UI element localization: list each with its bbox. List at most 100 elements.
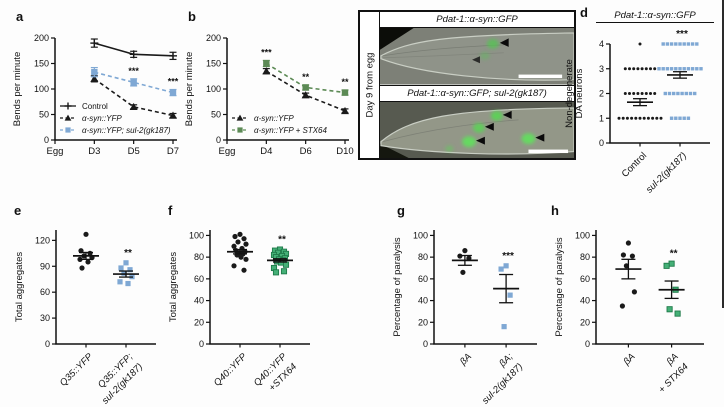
svg-text:0: 0 xyxy=(423,339,428,349)
gfp-spot xyxy=(473,122,485,133)
series-1 xyxy=(90,74,177,119)
svg-text:0: 0 xyxy=(216,135,221,145)
panel-a-label: a xyxy=(16,9,24,24)
panel-c-side-strip: Day 9 from egg xyxy=(360,12,380,158)
svg-text:40: 40 xyxy=(580,296,590,306)
group-1: **βA+ STX64 xyxy=(657,249,691,396)
gfp-spot xyxy=(462,135,477,147)
svg-text:Egg: Egg xyxy=(47,146,64,157)
svg-text:0: 0 xyxy=(599,138,604,148)
panel-c-side-label: Day 9 from egg xyxy=(364,52,375,118)
svg-text:D5: D5 xyxy=(128,146,140,157)
svg-text:D4: D4 xyxy=(260,146,272,157)
svg-text:**: ** xyxy=(124,248,132,259)
svg-text:20: 20 xyxy=(580,317,590,327)
svg-text:80: 80 xyxy=(194,252,204,262)
series-1: ******* xyxy=(261,47,349,96)
svg-text:Q35::YFP: Q35::YFP xyxy=(58,351,96,389)
group-0: Control xyxy=(617,42,663,180)
group-0: Q40::YFP xyxy=(212,231,253,389)
arrowhead-icon xyxy=(535,133,545,142)
axes: 0 20 40 60 80 100 xyxy=(413,230,537,349)
svg-text:0: 0 xyxy=(44,135,49,145)
svg-text:0: 0 xyxy=(199,339,204,349)
micrograph-1 xyxy=(380,28,574,85)
svg-text:***: *** xyxy=(502,251,514,262)
image-edge-line xyxy=(722,0,724,308)
svg-text:***: *** xyxy=(676,29,688,40)
svg-text:80: 80 xyxy=(418,252,428,262)
svg-text:α-syn::YFP; sul-2(gk187): α-syn::YFP; sul-2(gk187) xyxy=(82,126,171,135)
micrograph-1-image xyxy=(380,28,574,85)
axes: 0 20 40 60 80 100 xyxy=(189,230,310,349)
svg-text:60: 60 xyxy=(418,274,428,284)
svg-text:120: 120 xyxy=(35,235,50,245)
svg-text:DA neurons: DA neurons xyxy=(574,68,585,118)
svg-text:Percentage of paralysis: Percentage of paralysis xyxy=(392,237,403,337)
scale-bar xyxy=(518,74,563,79)
svg-text:+ STX64: + STX64 xyxy=(657,361,691,395)
svg-text:200: 200 xyxy=(206,33,221,43)
svg-text:**: ** xyxy=(341,77,349,87)
panel-c-micrographs: Day 9 from egg Pdat-1::α-syn::GFP xyxy=(358,10,576,160)
svg-text:**: ** xyxy=(302,72,310,82)
svg-text:50: 50 xyxy=(39,110,49,120)
arrowhead-icon xyxy=(484,122,494,131)
svg-text:α-syn::YFP: α-syn::YFP xyxy=(254,114,294,123)
svg-text:D7: D7 xyxy=(167,146,179,157)
panel-h-label: h xyxy=(551,203,559,218)
chart-d-da-neurons: 0 1 2 3 4 Non-degenerate DA neurons Control *** s… xyxy=(564,29,710,195)
axes: 0 1 2 3 4 xyxy=(599,39,710,148)
svg-text:90: 90 xyxy=(40,261,50,271)
group-0: βA xyxy=(615,240,642,368)
svg-text:***: *** xyxy=(128,66,139,76)
svg-text:Control: Control xyxy=(620,150,649,179)
gfp-spot xyxy=(479,51,490,60)
svg-text:Bends per minute: Bends per minute xyxy=(184,52,195,126)
svg-text:200: 200 xyxy=(34,33,49,43)
gfp-spot xyxy=(490,110,503,121)
svg-text:Non-degenerate: Non-degenerate xyxy=(564,59,575,128)
axes: 0 50 100 150 200 Egg D4 D6 D10 xyxy=(206,33,354,157)
micrograph-2 xyxy=(380,101,574,158)
svg-text:D10: D10 xyxy=(336,146,353,157)
svg-text:40: 40 xyxy=(418,296,428,306)
svg-text:***: *** xyxy=(261,47,272,57)
group-1: *** sul-2(gk187) xyxy=(644,29,703,195)
series-0 xyxy=(90,38,177,61)
micrograph-1-title: Pdat-1::α-syn::GFP xyxy=(380,12,574,28)
arrowhead-icon xyxy=(499,38,509,47)
arrowhead-icon xyxy=(502,110,512,119)
svg-text:150: 150 xyxy=(34,59,49,69)
svg-text:60: 60 xyxy=(194,274,204,284)
svg-text:α-syn::YFP + STX64: α-syn::YFP + STX64 xyxy=(254,126,328,135)
svg-text:Q40::YFP: Q40::YFP xyxy=(212,351,250,389)
micrograph-2-image xyxy=(380,101,574,158)
svg-text:α-syn::YFP: α-syn::YFP xyxy=(82,114,122,123)
panel-c-images: Pdat-1::α-syn::GFP xyxy=(380,12,574,158)
svg-text:Total aggregates: Total aggregates xyxy=(14,252,25,322)
panel-e-label: e xyxy=(14,203,22,218)
arrowhead-icon xyxy=(472,56,480,64)
svg-text:Total aggregates: Total aggregates xyxy=(168,252,179,322)
worm-body xyxy=(380,32,574,81)
svg-text:1: 1 xyxy=(599,113,604,123)
svg-text:Control: Control xyxy=(82,102,108,111)
svg-text:2: 2 xyxy=(599,89,604,99)
svg-text:80: 80 xyxy=(580,252,590,262)
dark-corner xyxy=(380,143,410,158)
svg-text:***: *** xyxy=(168,77,179,87)
svg-text:4: 4 xyxy=(599,39,604,49)
svg-text:**: ** xyxy=(278,235,286,246)
svg-text:**: ** xyxy=(670,249,678,260)
group-1: **Q40::YFP+STX64 xyxy=(252,235,299,394)
svg-text:20: 20 xyxy=(418,317,428,327)
panel-d-title: Pdat-1::α-syn::GFP xyxy=(596,10,714,23)
svg-text:150: 150 xyxy=(206,59,221,69)
svg-text:30: 30 xyxy=(40,313,50,323)
svg-text:0: 0 xyxy=(585,339,590,349)
